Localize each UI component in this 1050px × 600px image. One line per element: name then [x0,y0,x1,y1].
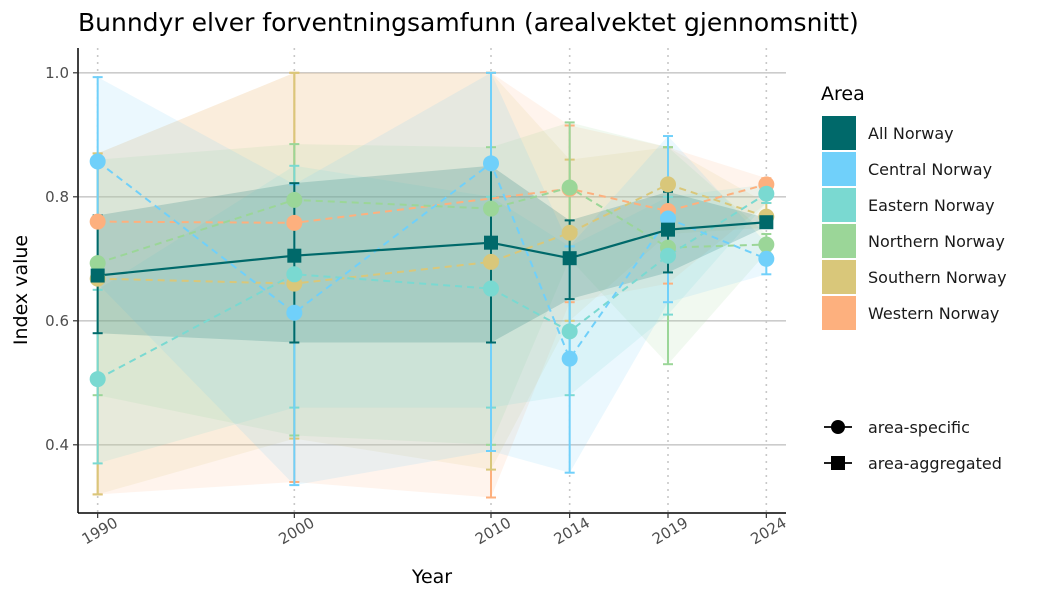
shape-legend: area-specific area-aggregated [824,418,1002,473]
legend-swatch [822,260,856,294]
series-all-norway-point [759,215,774,230]
series-northern-norway-point [561,179,578,196]
series-all-norway-line [97,221,767,277]
legend-label: All Norway [868,124,954,143]
y-axis-title: Index value [10,235,32,345]
legend-swatch [822,116,856,150]
series-all-norway-point [562,251,577,266]
series-southern-norway-point [561,224,578,241]
x-tick-label: 2010 [472,514,514,549]
shape-legend-label: area-aggregated [868,454,1002,473]
y-tick-label: 1.0 [45,64,69,82]
legend-label: Eastern Norway [868,196,995,215]
series-northern-norway-point [483,200,499,217]
series-eastern-norway-point [483,280,499,297]
x-tick-label: 2000 [275,514,317,549]
shape-legend-label: area-specific [868,418,970,437]
series-southern-norway-point [483,253,499,270]
series-central-norway-point [660,210,676,227]
series-all-norway-point [484,235,498,250]
x-tick-label: 1990 [79,514,121,549]
legend-swatch [822,296,856,330]
series-central-norway-point [286,304,303,321]
series-central-norway-point [89,153,106,170]
shape-legend-circle [831,420,845,434]
y-tick-label: 0.4 [45,436,69,454]
x-tick-label: 2019 [649,514,691,549]
series-northern-norway-point [89,255,106,272]
x-axis-title: Year [411,566,452,588]
series-northern-norway-point [758,236,775,253]
series-all-norway-point [661,222,675,237]
shape-legend-square [831,456,845,470]
x-tick-label: 2024 [747,514,789,549]
series-eastern-norway-point [758,185,775,202]
series-central-norway-point [483,155,499,172]
series-southern-norway-line [97,183,767,285]
series-northern-norway-point [286,191,303,208]
series-central-norway-point [758,250,775,267]
legend-title: Area [821,83,865,105]
series-central-norway-point [561,350,578,367]
series-all-norway-point [90,268,105,283]
legend-swatch [822,188,856,222]
series-northern-norway-line [97,186,767,265]
legend-swatch [822,152,856,186]
series-western-norway-point [89,213,106,230]
legend-label: Central Norway [868,160,992,179]
series-western-norway-point [286,214,303,231]
data-points [89,153,775,388]
legend: Area All Norway Central Norway Eastern Nor… [821,83,1007,330]
series-all-norway-band [97,165,767,343]
series-central-norway-line [97,160,767,361]
y-tick-label: 0.6 [45,312,69,330]
series-all-norway-point [287,248,302,263]
legend-label: Southern Norway [868,268,1007,287]
series-central-norway-band [97,72,767,486]
uncertainty-bands [97,72,767,498]
series-eastern-norway-point [660,247,676,264]
series-eastern-norway-point [89,371,106,388]
series-eastern-norway-band [97,165,767,464]
legend-swatch [822,224,856,258]
chart-title: Bunndyr elver forventningsamfunn (arealv… [78,8,859,37]
series-eastern-norway-line [97,192,767,380]
series-eastern-norway-point [286,266,303,283]
y-tick-label: 0.8 [45,188,69,206]
legend-label: Western Norway [868,304,999,323]
x-tick-label: 2014 [551,514,593,549]
series-eastern-norway-point [561,323,578,340]
legend-label: Northern Norway [868,232,1005,251]
series-southern-norway-point [660,176,676,193]
